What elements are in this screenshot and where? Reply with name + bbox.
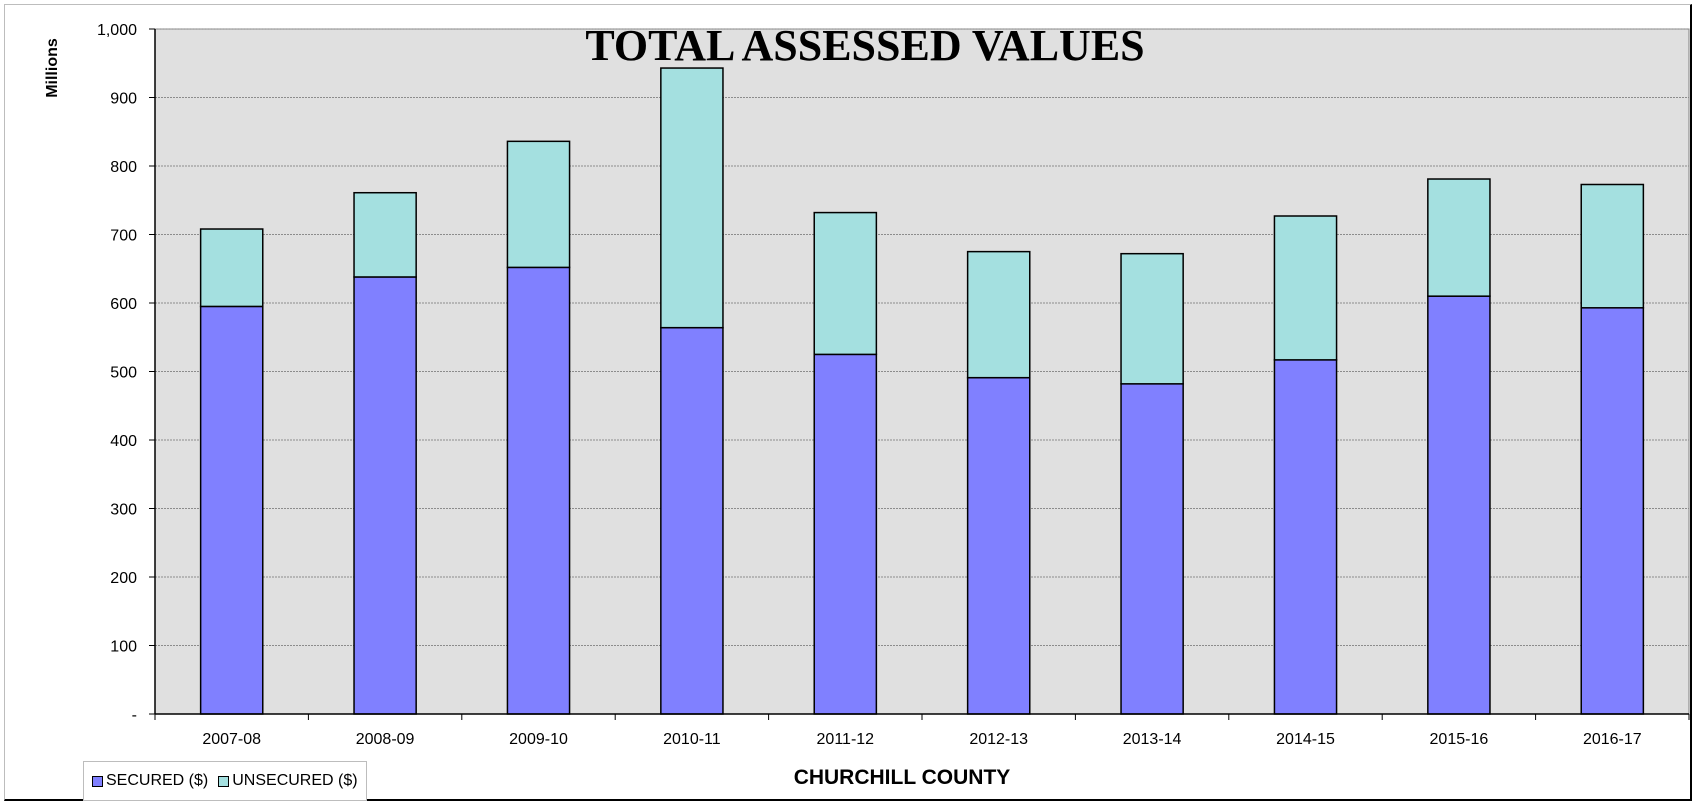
- bar-secured-2011-12: [813, 353, 878, 715]
- x-tick-label: 2011-12: [817, 731, 875, 748]
- y-tick-label: 500: [110, 365, 137, 382]
- axes: [149, 28, 1690, 720]
- x-tick-label: 2008-09: [356, 731, 415, 748]
- y-tick-label: 700: [110, 228, 137, 245]
- y-tick-label: 900: [110, 91, 137, 108]
- y-tick-label: 1,000: [97, 22, 137, 39]
- bar-secured-2012-13: [966, 376, 1031, 715]
- x-tick-label: 2010-11: [663, 731, 721, 748]
- y-tick-labels: - 100 200 300 400 500 600 700 800 900 1,000: [97, 22, 137, 724]
- x-axis-label: CHURCHILL COUNTY: [794, 766, 1011, 789]
- legend-swatch-unsecured: [218, 775, 230, 787]
- bar-unsecured-2015-16: [1427, 178, 1491, 297]
- legend-swatch-secured: [92, 775, 103, 787]
- bar-unsecured-2010-11: [660, 67, 724, 329]
- x-tick-label: 2015-16: [1430, 731, 1489, 748]
- y-tick-label: 300: [110, 502, 137, 519]
- legend: SECURED ($) UNSECURED ($): [83, 761, 367, 801]
- bar-secured-2013-14: [1120, 383, 1184, 715]
- bar-secured-2008-09: [353, 276, 417, 715]
- chart-frame: - 100 200 300 400 500 600 700 800 900 1,000 2007-0…: [4, 4, 1692, 801]
- bar-secured-2009-10: [506, 266, 571, 715]
- bar-unsecured-2009-10: [506, 140, 571, 269]
- chart-svg: - 100 200 300 400 500 600 700 800 900 1,000 2007-0…: [44, 21, 1690, 789]
- bar-unsecured-2014-15: [1273, 215, 1338, 361]
- y-tick-label: 600: [110, 296, 137, 313]
- bars: [199, 67, 1645, 715]
- legend-item-unsecured: UNSECURED ($): [218, 772, 358, 790]
- bar-secured-2015-16: [1427, 295, 1491, 715]
- y-tick-label: 100: [110, 639, 137, 656]
- x-tick-label: 2012-13: [969, 731, 1028, 748]
- chart-title: TOTAL ASSESSED VALUES: [585, 21, 1144, 70]
- bar-secured-2010-11: [660, 326, 724, 715]
- bar-secured-2014-15: [1273, 359, 1338, 715]
- legend-label-secured: SECURED ($): [106, 772, 209, 789]
- bar-unsecured-2013-14: [1120, 252, 1184, 385]
- y-tick-label: 400: [110, 433, 137, 450]
- bar-unsecured-2008-09: [353, 191, 417, 278]
- x-tick-label: 2007-08: [202, 731, 261, 748]
- bar-unsecured-2007-08: [199, 228, 264, 308]
- y-tick-label: 800: [110, 159, 137, 176]
- bar-secured-2016-17: [1580, 307, 1645, 715]
- x-tick-labels: 2007-08 2008-09 2009-10 2010-11 2011-12 2012-…: [202, 731, 1641, 748]
- bar-secured-2007-08: [199, 305, 264, 715]
- bar-unsecured-2016-17: [1580, 183, 1645, 309]
- legend-label-unsecured: UNSECURED ($): [232, 772, 358, 789]
- y-tick-label: -: [132, 707, 137, 724]
- x-tick-label: 2013-14: [1123, 731, 1182, 748]
- bar-unsecured-2011-12: [813, 211, 878, 356]
- y-tick-label: 200: [110, 570, 137, 587]
- x-tick-label: 2014-15: [1276, 731, 1335, 748]
- legend-item-secured: SECURED ($): [92, 772, 208, 790]
- x-tick-label: 2016-17: [1583, 731, 1642, 748]
- x-tick-label: 2009-10: [509, 731, 568, 748]
- y-axis-label: Millions: [44, 38, 61, 98]
- bar-unsecured-2012-13: [966, 250, 1031, 379]
